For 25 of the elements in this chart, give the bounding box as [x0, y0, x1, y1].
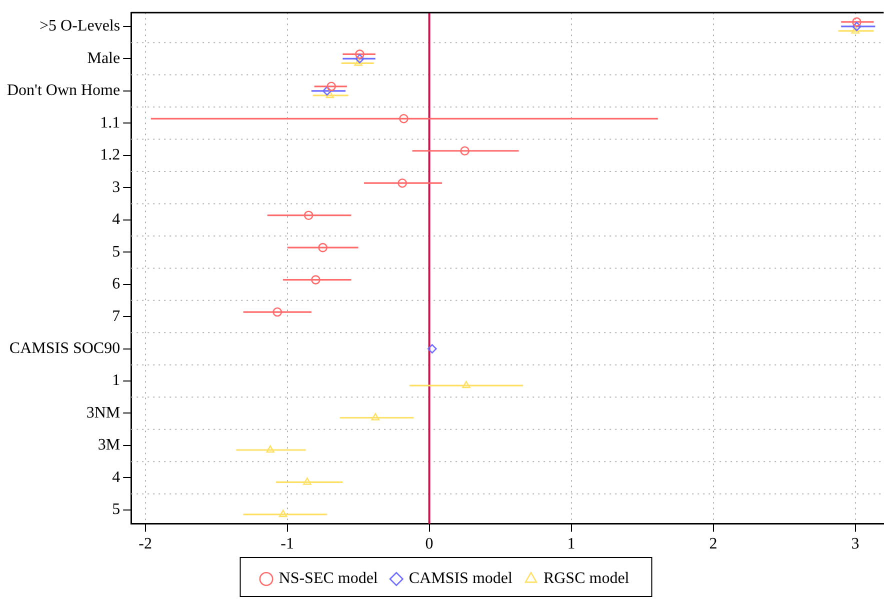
y-tick-label: 1.1	[100, 114, 120, 132]
x-tick-label: 1	[567, 536, 576, 553]
y-tick-label: Don't Own Home	[7, 82, 120, 100]
y-tick-label: 3	[112, 178, 120, 196]
x-tick-label: -2	[138, 536, 152, 553]
y-tick-label: 1	[112, 372, 120, 390]
y-tick-label: 7	[112, 308, 120, 325]
x-tick-label: 3	[851, 536, 860, 553]
y-tick-label: CAMSIS SOC90	[9, 340, 120, 357]
y-tick-label: 5	[112, 501, 120, 518]
y-tick-label: 1.2	[100, 146, 120, 164]
x-tick-label: 0	[425, 536, 434, 553]
y-tick-label: 3M	[98, 436, 120, 454]
y-tick-label: >5 O-Levels	[40, 18, 120, 35]
legend-label: CAMSIS model	[408, 570, 514, 588]
y-tick-label: 6	[112, 276, 120, 293]
y-tick-label: Male	[87, 50, 120, 67]
x-tick-label: 2	[709, 536, 718, 553]
y-tick-label: 5	[112, 243, 120, 260]
y-tick-label: 3NM	[86, 404, 120, 422]
legend-label: RGSC model	[543, 570, 630, 588]
y-tick-label: 4	[112, 211, 120, 228]
legend-label: NS-SEC model	[278, 570, 378, 588]
x-tick-label: -1	[280, 536, 294, 553]
y-tick-label: 4	[112, 468, 120, 486]
